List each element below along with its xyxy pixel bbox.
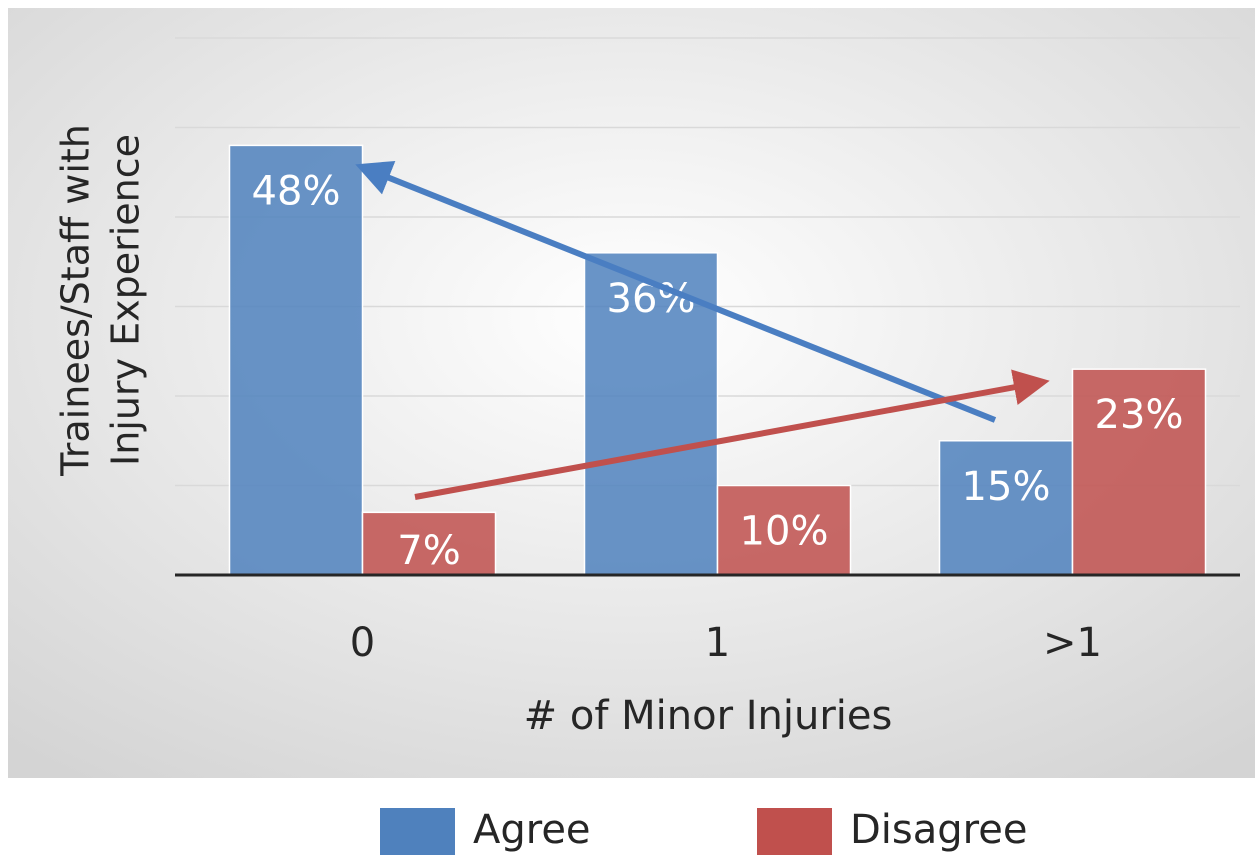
y-axis-title-line: Injury Experience	[104, 134, 148, 466]
data-label: 15%	[962, 464, 1051, 510]
x-tick-label: 0	[350, 620, 375, 666]
x-axis-title: # of Minor Injuries	[524, 693, 893, 739]
data-label: 48%	[252, 168, 341, 214]
trend-arrow	[355, 160, 997, 423]
x-tick-label: >1	[1043, 620, 1102, 666]
data-label: 7%	[397, 528, 460, 574]
x-tick-label: 1	[705, 620, 730, 666]
bar	[716, 484, 852, 576]
bar	[228, 144, 364, 576]
y-axis-title: Trainees/Staff with Injury Experience	[54, 124, 148, 477]
data-label: 10%	[740, 509, 829, 555]
legend-swatch	[757, 808, 832, 855]
legend-label: Agree	[473, 807, 591, 853]
bar	[938, 440, 1074, 576]
data-label: 23%	[1095, 392, 1184, 438]
legend-swatch	[380, 808, 455, 855]
trend-arrow	[414, 369, 1050, 500]
y-axis-title-line: Trainees/Staff with	[54, 124, 98, 477]
legend-label: Disagree	[850, 807, 1027, 853]
